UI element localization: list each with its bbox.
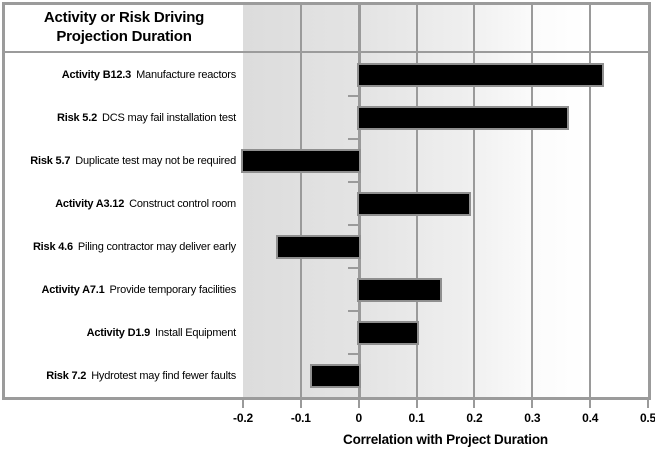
chart-row: Risk 7.2 Hydrotest may find fewer faults <box>5 354 648 397</box>
row-label: Activity D1.9 Install Equipment <box>5 311 243 354</box>
row-boundary-tick <box>347 267 359 269</box>
chart-row: Activity A7.1 Provide temporary facilitie… <box>5 268 648 311</box>
bar-cell <box>241 139 648 182</box>
x-tick-label: 0.4 <box>582 411 599 425</box>
row-boundary-tick <box>347 224 359 226</box>
bar-cell <box>243 96 648 139</box>
row-label-code: Risk 5.2 <box>57 111 97 124</box>
row-boundary-tick <box>347 95 359 97</box>
row-label: Risk 7.2 Hydrotest may find fewer faults <box>5 354 243 397</box>
gridline <box>531 5 534 397</box>
row-label-code: Activity A3.12 <box>55 197 125 210</box>
chart-rows: Activity B12.3 Manufacture reactors Risk 5… <box>5 53 648 397</box>
x-tick <box>415 400 418 408</box>
x-tick <box>531 400 534 408</box>
x-tick-label: 0.5 <box>639 411 655 425</box>
x-tick-label: 0 <box>355 411 362 425</box>
x-tick <box>299 400 302 408</box>
bar-cell <box>243 354 648 397</box>
x-tick <box>647 400 649 408</box>
row-label-description: Install Equipment <box>155 326 236 339</box>
chart-row: Activity B12.3 Manufacture reactors <box>5 53 648 96</box>
row-label: Activity B12.3 Manufacture reactors <box>5 53 243 96</box>
bar-cell <box>243 268 648 311</box>
chart-title-line1: Activity or Risk Driving <box>43 9 205 27</box>
chart-title-line2: Projection Duration <box>56 28 192 45</box>
correlation-bar <box>356 277 442 302</box>
row-label-description: Provide temporary facilities <box>109 283 237 296</box>
x-tick <box>589 400 592 408</box>
row-label-description: Construct control room <box>129 197 236 210</box>
chart-row: Activity A3.12 Construct control room <box>5 182 648 225</box>
row-label: Activity A3.12 Construct control room <box>5 182 243 225</box>
row-label-description: Duplicate test may not be required <box>75 154 236 167</box>
row-label: Risk 4.6 Piling contractor may deliver ea… <box>5 225 243 268</box>
gridline <box>589 5 592 397</box>
row-boundary-tick <box>347 138 359 140</box>
row-label: Risk 5.7 Duplicate test may not be requir… <box>5 139 243 182</box>
bar-cell <box>243 53 648 96</box>
bar-cell <box>243 311 648 354</box>
x-tick-label: -0.1 <box>290 411 311 425</box>
row-label-code: Activity A7.1 <box>41 283 105 296</box>
x-tick-label: 0.1 <box>408 411 425 425</box>
x-axis-title: Correlation with Project Duration <box>343 432 548 447</box>
bar-cell <box>243 225 648 268</box>
row-label: Activity A7.1 Provide temporary facilitie… <box>5 268 243 311</box>
correlation-bar <box>356 62 604 87</box>
chart-frame: Activity or Risk Driving Projection Dura… <box>2 2 651 400</box>
row-label-description: Piling contractor may deliver early <box>77 240 236 253</box>
x-tick-label: 0.3 <box>524 411 541 425</box>
row-label-description: DCS may fail installation test <box>102 111 236 124</box>
row-label-code: Risk 5.7 <box>30 154 71 167</box>
row-label-code: Activity D1.9 <box>86 326 151 339</box>
correlation-bar <box>310 363 361 388</box>
row-label-code: Risk 7.2 <box>46 369 87 382</box>
header-divider <box>5 51 648 53</box>
correlation-bar <box>356 320 419 345</box>
gridline <box>299 5 302 397</box>
chart-title: Activity or Risk Driving Projection Dura… <box>5 5 243 51</box>
row-label-description: Hydrotest may find fewer faults <box>91 369 236 382</box>
row-boundary-tick <box>347 181 359 183</box>
chart-row: Activity D1.9 Install Equipment <box>5 311 648 354</box>
correlation-bar <box>241 148 361 173</box>
row-label-code: Activity B12.3 <box>61 68 132 81</box>
x-tick-label: -0.2 <box>233 411 253 425</box>
correlation-bar <box>275 234 361 259</box>
chart-row: Risk 4.6 Piling contractor may deliver ea… <box>5 225 648 268</box>
x-tick-label: 0.2 <box>466 411 483 425</box>
chart-row: Risk 5.2 DCS may fail installation test <box>5 96 648 139</box>
row-label: Risk 5.2 DCS may fail installation test <box>5 96 243 139</box>
row-boundary-tick <box>347 353 359 355</box>
x-tick <box>473 400 476 408</box>
correlation-bar <box>356 191 471 216</box>
x-tick <box>357 400 360 408</box>
bar-cell <box>243 182 648 225</box>
x-tick <box>242 400 244 408</box>
row-label-code: Risk 4.6 <box>32 240 73 253</box>
row-boundary-tick <box>347 310 359 312</box>
row-label-description: Manufacture reactors <box>136 68 236 81</box>
x-axis: Correlation with Project Duration -0.2 -0… <box>233 400 655 457</box>
gridline <box>473 5 476 397</box>
chart-row: Risk 5.7 Duplicate test may not be requir… <box>5 139 648 182</box>
correlation-bar <box>356 105 569 130</box>
